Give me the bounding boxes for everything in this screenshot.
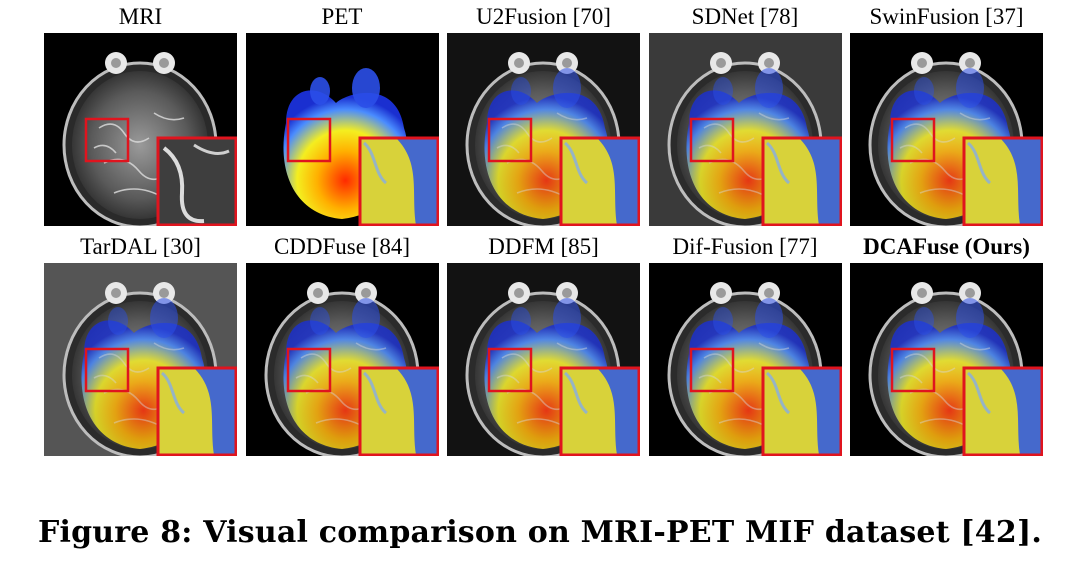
panel-label: MRI	[118, 4, 163, 29]
brain-scan-graphic	[850, 263, 1043, 456]
panel-pet: PET	[245, 0, 439, 226]
panel-label: CDDFuse [84]	[273, 234, 411, 259]
brain-scan-graphic	[245, 33, 439, 226]
brain-image	[648, 263, 842, 456]
figure-grid: MRI PET U2Fusion [70] SDNet [78] SwinFus…	[44, 0, 1043, 456]
panel-label: DCAFuse (Ours)	[863, 234, 1030, 259]
panel-tardal: TarDAL [30]	[44, 226, 237, 456]
panel-label: DDFM [85]	[488, 234, 599, 259]
panel-label: U2Fusion [70]	[476, 4, 611, 29]
brain-image	[850, 33, 1043, 226]
panel-mri: MRI	[44, 0, 237, 226]
brain-image	[447, 263, 640, 456]
panel-dif-fusion: Dif-Fusion [77]	[648, 226, 842, 456]
panel-label: Dif-Fusion [77]	[672, 234, 818, 259]
figure-caption: Figure 8: Visual comparison on MRI-PET M…	[38, 515, 1042, 550]
panel-u2fusion: U2Fusion [70]	[447, 0, 640, 226]
panel-sdnet: SDNet [78]	[648, 0, 842, 226]
panel-cddfuse: CDDFuse [84]	[245, 226, 439, 456]
brain-image	[44, 263, 237, 456]
panel-label: SDNet [78]	[691, 4, 799, 29]
brain-scan-graphic	[447, 263, 640, 456]
brain-scan-graphic	[648, 263, 842, 456]
panel-label: SwinFusion [37]	[869, 4, 1024, 29]
panel-label: TarDAL [30]	[80, 234, 201, 259]
brain-scan-graphic	[245, 263, 439, 456]
brain-image	[245, 263, 439, 456]
brain-scan-graphic	[648, 33, 842, 226]
panel-label: PET	[321, 4, 363, 29]
panel-ddfm: DDFM [85]	[447, 226, 640, 456]
brain-scan-graphic	[447, 33, 640, 226]
brain-image	[648, 33, 842, 226]
brain-image	[245, 33, 439, 226]
brain-image	[850, 263, 1043, 456]
brain-scan-graphic	[44, 263, 237, 456]
brain-scan-graphic	[44, 33, 237, 226]
panel-swinfusion: SwinFusion [37]	[850, 0, 1043, 226]
brain-image	[44, 33, 237, 226]
brain-image	[447, 33, 640, 226]
panel-dcafuse: DCAFuse (Ours)	[850, 226, 1043, 456]
brain-scan-graphic	[850, 33, 1043, 226]
